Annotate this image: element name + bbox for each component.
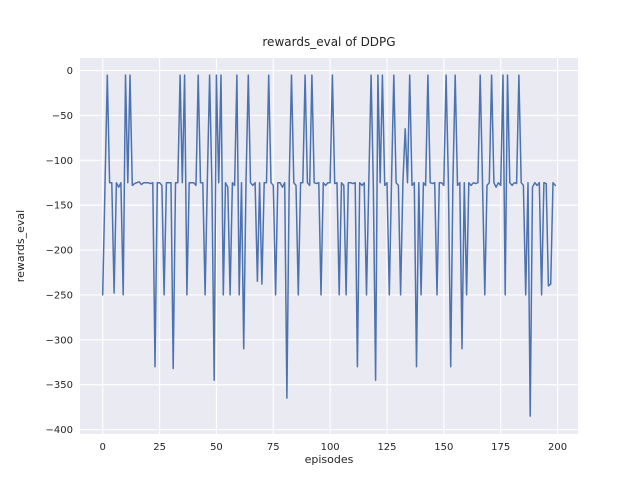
- series-line: [101, 74, 557, 417]
- x-axis-label: episodes: [305, 453, 354, 466]
- x-tick-label: 25: [153, 442, 166, 453]
- x-tick-label: 125: [377, 442, 396, 453]
- x-tick-label: 50: [210, 442, 223, 453]
- y-tick-label: −250: [46, 290, 73, 301]
- x-tick-label: 0: [100, 442, 106, 453]
- y-tick-label: −150: [46, 201, 73, 212]
- y-tick-label: −300: [46, 335, 73, 346]
- x-tick-label: 200: [548, 442, 567, 453]
- y-tick-label: −350: [46, 380, 73, 391]
- y-tick-label: −50: [52, 111, 73, 122]
- series-group: [101, 74, 557, 417]
- y-tick-label: 0: [67, 66, 73, 77]
- y-tick-label: −400: [46, 425, 73, 436]
- x-tick-label: 75: [267, 442, 280, 453]
- x-tick-label: 175: [491, 442, 510, 453]
- y-tick-label: −100: [46, 156, 73, 167]
- x-tick-label: 150: [434, 442, 453, 453]
- tick-labels: 0 25 50 75 100 125 150 175 200 0 −50 −100 −150 −200 −2…: [46, 66, 568, 453]
- y-axis-label: rewards_eval: [14, 210, 27, 282]
- x-tick-label: 100: [321, 442, 340, 453]
- y-tick-label: −200: [46, 246, 73, 257]
- chart-title: rewards_eval of DDPG: [262, 35, 395, 49]
